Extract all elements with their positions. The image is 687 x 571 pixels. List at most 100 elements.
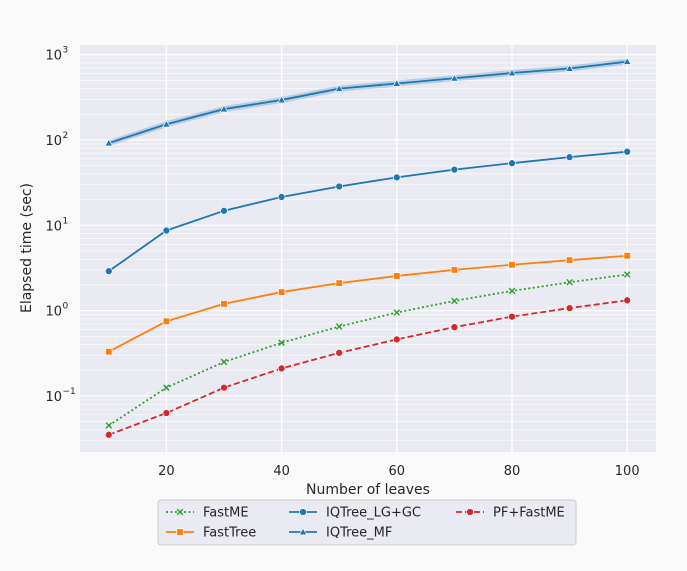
legend-label: IQTree_LG+GC (326, 506, 421, 521)
data-point (278, 339, 285, 347)
y-tick-exponent: 3 (63, 46, 69, 56)
data-point (335, 182, 344, 191)
data-point (220, 358, 228, 366)
data-point (393, 309, 401, 316)
data-point (451, 297, 458, 305)
data-point (392, 78, 402, 87)
data-point (220, 383, 228, 392)
legend-label: PF+FastME (493, 506, 565, 521)
data-point (277, 288, 286, 296)
y-tick-label: 10 1 (45, 216, 68, 234)
data-point (104, 267, 113, 276)
data-point (161, 119, 171, 128)
series-iqtree-lg-gc (104, 147, 632, 276)
y-tick-label: 10 −1 (45, 387, 75, 405)
data-point (450, 266, 459, 274)
data-point (334, 84, 344, 92)
plot-area (80, 45, 656, 452)
data-point (392, 173, 401, 182)
data-point (162, 317, 171, 325)
series-iqtree-mf (104, 57, 632, 147)
x-tick-labels: 20 40 60 80 100 (158, 464, 639, 479)
x-tick-label: 40 (273, 464, 290, 479)
series-fastme (105, 271, 631, 429)
x-tick-label: 100 (615, 464, 640, 479)
y-tick-exponent: 1 (63, 216, 69, 226)
y-tick-exponent: −1 (63, 387, 76, 397)
data-point (449, 73, 459, 82)
data-point (623, 296, 632, 305)
data-point (508, 159, 516, 168)
legend-entry: PF+FastME (456, 506, 565, 521)
series-line (108, 60, 628, 144)
data-point (277, 364, 286, 373)
data-point (565, 256, 574, 264)
major-gridlines (80, 45, 656, 452)
legend-entry: IQTree_MF (289, 526, 392, 541)
legend-entry: FastME (166, 506, 249, 521)
data-point (508, 287, 516, 295)
y-axis-label: Elapsed time (sec) (19, 183, 35, 313)
y-tick-base: 10 (45, 134, 62, 149)
data-point (277, 193, 286, 201)
y-tick-exponent: 0 (63, 302, 69, 312)
y-tick-label: 10 3 (45, 46, 68, 64)
legend-entry: IQTree_LG+GC (289, 506, 421, 521)
y-tick-base: 10 (45, 219, 62, 234)
x-tick-label: 80 (504, 464, 521, 479)
legend-label: IQTree_MF (326, 526, 392, 541)
data-point (335, 348, 344, 357)
legend-entry: FastTree (166, 526, 256, 541)
data-point (105, 348, 113, 356)
data-point (565, 63, 575, 72)
data-point (298, 527, 308, 536)
data-point (508, 312, 516, 321)
x-tick-label: 20 (158, 464, 175, 479)
y-tick-base: 10 (45, 305, 62, 320)
data-point (163, 384, 170, 391)
minor-gridlines (80, 58, 656, 441)
data-point (622, 57, 632, 65)
data-point (623, 252, 631, 260)
data-point (565, 304, 574, 312)
y-tick-label: 10 0 (45, 302, 68, 320)
data-point (162, 226, 171, 235)
data-point (623, 271, 631, 278)
data-point (565, 153, 574, 161)
data-point (466, 508, 474, 516)
series-pf-fastme (104, 296, 632, 439)
data-point (393, 272, 401, 280)
data-point (220, 300, 228, 308)
data-point (176, 528, 184, 536)
data-point (508, 261, 516, 269)
series-line (108, 299, 628, 436)
y-tick-base: 10 (45, 390, 62, 405)
data-point (162, 409, 171, 417)
data-point (220, 206, 228, 215)
series-layer (104, 57, 632, 439)
series-fasttree (105, 252, 631, 356)
data-point (104, 138, 114, 147)
y-tick-label: 10 2 (45, 131, 68, 149)
legend-label: FastME (203, 506, 249, 521)
data-point (176, 508, 184, 516)
x-tick-label: 60 (389, 464, 406, 479)
data-point (623, 147, 632, 156)
legend: FastME IQTree_LG+GC PF+FastME FastTree IQTre… (157, 499, 577, 546)
x-axis-label: Number of leaves (306, 482, 430, 498)
data-point (566, 278, 573, 286)
y-tick-base: 10 (45, 49, 62, 64)
series-line (108, 273, 628, 427)
data-point (450, 323, 459, 331)
legend-label: FastTree (203, 526, 256, 541)
series-line (108, 150, 628, 272)
data-point (219, 104, 229, 113)
data-point (299, 508, 307, 516)
data-point (335, 279, 343, 287)
data-point (450, 165, 459, 174)
data-point (392, 335, 401, 344)
data-point (105, 422, 113, 429)
y-tick-exponent: 2 (63, 131, 69, 141)
